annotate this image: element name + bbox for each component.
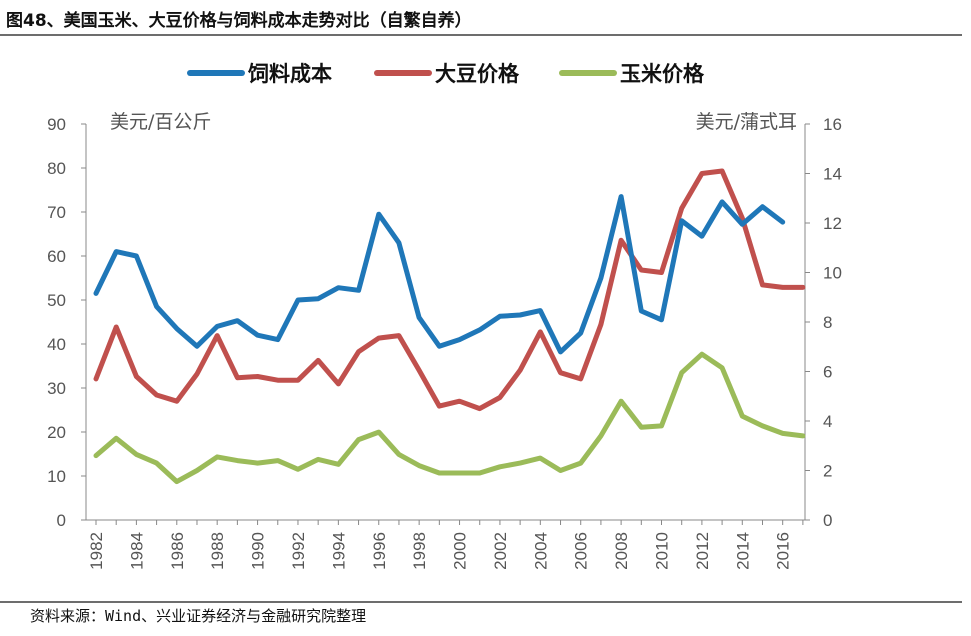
x-tick-label: 2012: [693, 532, 712, 570]
source-divider: [0, 601, 962, 603]
left-tick-label: 10: [47, 467, 66, 486]
series-line-1: [93, 194, 786, 355]
right-axis: 0 2 4 6 8 10 12 14 16 美元/蒲式耳: [696, 111, 842, 530]
right-tick-label: 2: [823, 462, 832, 481]
right-tick-label: 16: [823, 115, 842, 134]
x-tick-label: 2006: [572, 532, 591, 570]
left-axis-unit: 美元/百公斤: [110, 111, 211, 133]
left-tick-label: 60: [47, 247, 66, 266]
x-tick-label: 2016: [774, 532, 793, 570]
x-tick-label: 1992: [289, 532, 308, 570]
legend-label-2: 大豆价格: [435, 62, 520, 86]
legend: 饲料成本 大豆价格 玉米价格: [187, 62, 705, 86]
left-tick-label: 50: [47, 291, 66, 310]
right-tick-label: 10: [823, 264, 842, 283]
left-tick-label: 0: [57, 511, 66, 530]
x-tick-label: 1988: [208, 532, 227, 570]
x-tick-label: 1994: [329, 532, 348, 570]
legend-label-1: 饲料成本: [247, 62, 332, 86]
chart-title: 图48、美国玉米、大豆价格与饲料成本走势对比（自繁自养）: [6, 11, 472, 31]
x-tick-label: 2014: [733, 532, 752, 570]
x-tick-label: 1984: [127, 532, 146, 570]
left-tick-label: 80: [47, 159, 66, 178]
title-divider: [0, 34, 962, 36]
series-line-3: [93, 351, 806, 485]
x-tick-label: 2008: [612, 532, 631, 570]
left-tick-label: 20: [47, 423, 66, 442]
x-tick-label: 1986: [168, 532, 187, 570]
x-tick-label: 2000: [451, 532, 470, 570]
legend-label-3: 玉米价格: [620, 62, 705, 86]
x-tick-label: 1990: [249, 532, 268, 570]
source-note: 资料来源：Wind、兴业证券经济与金融研究院整理: [30, 607, 367, 625]
x-tick-label: 1996: [370, 532, 389, 570]
left-tick-label: 30: [47, 379, 66, 398]
x-tick-label: 1998: [410, 532, 429, 570]
x-tick-label: 1982: [87, 532, 106, 570]
right-tick-label: 12: [823, 214, 842, 233]
x-tick-label: 2010: [653, 532, 672, 570]
left-tick-label: 70: [47, 203, 66, 222]
right-tick-label: 8: [823, 313, 832, 332]
x-tick-label: 2002: [491, 532, 510, 570]
right-tick-label: 4: [823, 412, 832, 431]
right-tick-label: 6: [823, 363, 832, 382]
series-line-2: [93, 168, 806, 412]
left-tick-label: 90: [47, 115, 66, 134]
x-tick-label: 2004: [531, 532, 550, 570]
right-tick-label: 14: [823, 165, 842, 184]
left-tick-label: 40: [47, 335, 66, 354]
right-tick-label: 0: [823, 511, 832, 530]
series-layer: [93, 168, 806, 485]
right-axis-unit: 美元/蒲式耳: [696, 111, 797, 133]
x-axis: 1982 1984 1986 1988 1990 1992 1994 1996 1998 2000…: [86, 519, 805, 570]
left-axis: 0 10 20 30 40 50 60 70 80 90 美元/百公斤: [47, 111, 211, 530]
